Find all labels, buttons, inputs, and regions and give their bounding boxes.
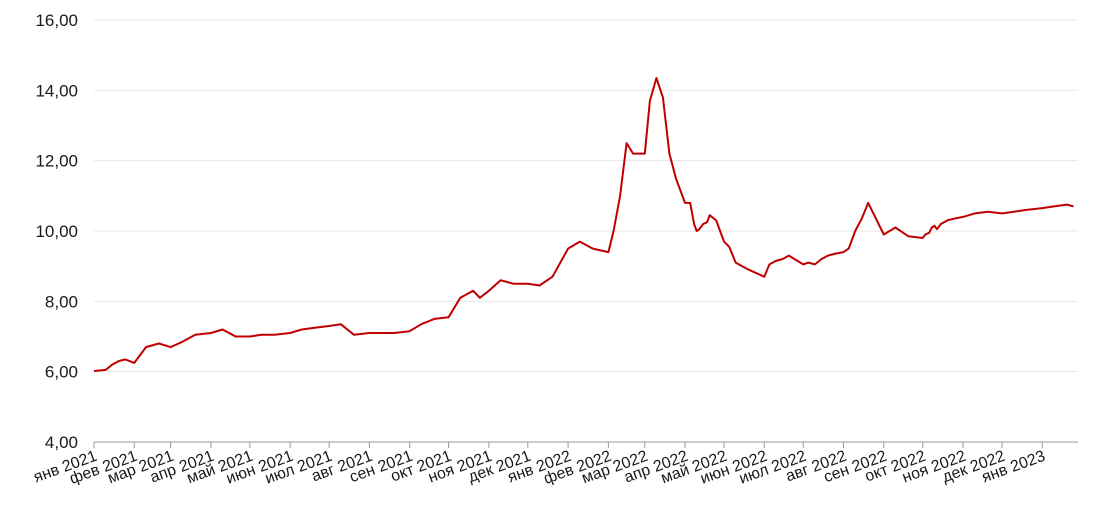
y-tick-label: 12,00: [35, 152, 78, 171]
y-tick-label: 10,00: [35, 222, 78, 241]
gridlines: [94, 19, 1078, 373]
y-axis: 4,00 6,00 8,00 10,00 12,00 14,00 16,00: [35, 11, 78, 452]
y-tick-label: 8,00: [45, 292, 78, 311]
y-tick-label: 6,00: [45, 363, 78, 382]
y-tick-label: 14,00: [35, 81, 78, 100]
y-tick-label: 16,00: [35, 11, 78, 30]
series-line: [93, 77, 1074, 372]
y-tick-label: 4,00: [45, 433, 78, 452]
